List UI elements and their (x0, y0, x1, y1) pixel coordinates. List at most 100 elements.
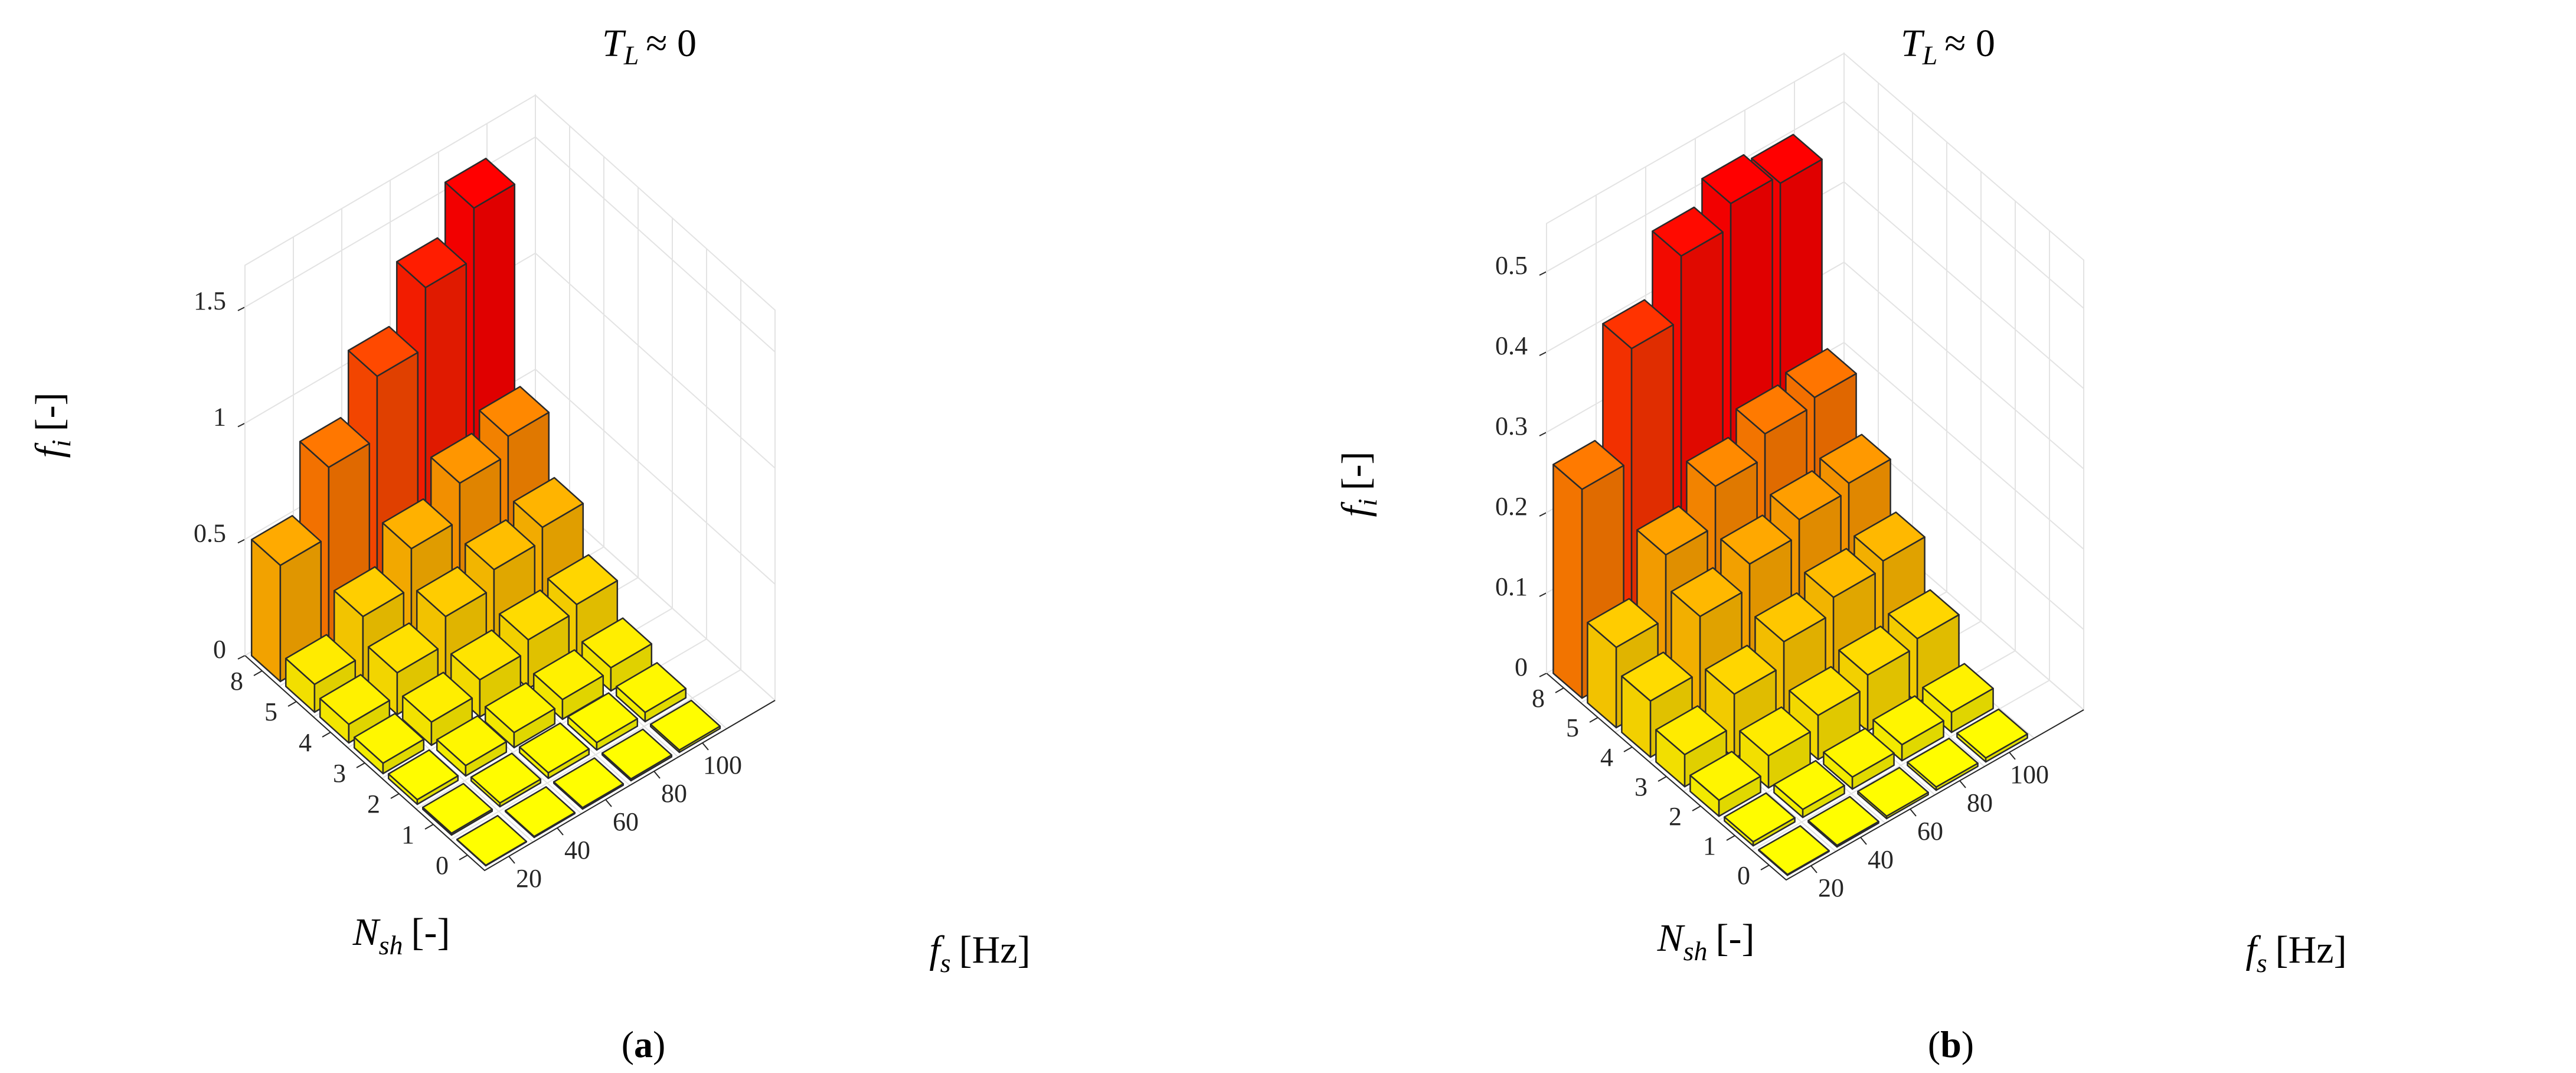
nsh-tick-label: 0 (1737, 861, 1750, 890)
bar-1-60 (518, 722, 590, 780)
z-tick-mark (1539, 673, 1547, 677)
nsh-tick-label: 4 (1600, 743, 1613, 772)
bar-1-100 (1922, 663, 1994, 733)
bar-top (401, 671, 473, 723)
nsh-tick-mark (459, 855, 468, 860)
nsh-tick-label: 2 (367, 790, 380, 818)
bar-top (1804, 547, 1876, 598)
grid-line (1546, 100, 2084, 309)
z-tick-label: 0.5 (194, 518, 226, 547)
bar-top (1770, 470, 1842, 521)
fs-tick-label: 100 (703, 751, 742, 780)
bar-top (567, 692, 639, 743)
bar-top (547, 554, 619, 605)
nsh-tick-mark (1555, 687, 1564, 693)
nsh-tick-label: 2 (1669, 802, 1682, 831)
fs-tick-mark (1810, 865, 1817, 873)
bar-top (1754, 592, 1826, 643)
z-tick-mark (237, 306, 246, 311)
z-tick-label: 0 (1515, 653, 1528, 681)
bar-top (470, 752, 542, 804)
bar-top (1705, 644, 1777, 695)
floor-axis (1546, 673, 2084, 881)
floor-axis (244, 655, 776, 872)
bar-top (1701, 154, 1773, 204)
bar-top (1587, 598, 1659, 648)
bar-top (1872, 695, 1944, 746)
fs-tick-label: 100 (2010, 760, 2049, 789)
bar-1-100 (615, 662, 687, 723)
bar-top (1785, 348, 1857, 399)
bar-top (250, 515, 322, 566)
fs-tick-mark (653, 771, 661, 779)
bar-2-80 (532, 649, 604, 720)
nsh-tick-mark (1760, 865, 1770, 870)
nsh-tick-mark (1623, 746, 1633, 752)
bar-top (421, 782, 493, 834)
grid-line (1546, 181, 2084, 389)
nsh-tick-mark (424, 824, 434, 830)
bar-top (484, 682, 556, 733)
nsh-tick-label: 4 (299, 728, 312, 757)
bar-1-80 (567, 692, 639, 751)
bar-top (601, 728, 673, 780)
bar-top (504, 786, 576, 837)
bar-top (456, 814, 528, 866)
z-tick-mark (1539, 592, 1547, 597)
bar-top (1857, 767, 1929, 817)
bar-top (285, 634, 357, 686)
bar-top (333, 566, 405, 618)
nsh-tick-mark (253, 670, 263, 676)
bar-top (1838, 625, 1910, 676)
bar-top (430, 432, 502, 484)
fs-tick-mark (1910, 808, 1917, 817)
fs-tick-label: 60 (613, 807, 639, 836)
fs-tick-mark (1959, 780, 1966, 788)
bar-top (436, 715, 508, 767)
bar-top (1922, 663, 1994, 713)
grid-line (1751, 680, 2050, 851)
bar-top (1819, 433, 1891, 484)
bar-0-60 (553, 757, 625, 810)
nsh-tick-label: 3 (333, 759, 346, 788)
bar-top (464, 519, 536, 570)
z-tick-label: 1 (213, 403, 226, 432)
bar-top (1689, 751, 1761, 801)
nsh-tick-label: 3 (1634, 772, 1647, 801)
fs-tick-label: 80 (661, 779, 687, 808)
z-tick-mark (1539, 512, 1547, 517)
bar-top (1789, 666, 1861, 716)
z-tick-mark (237, 422, 246, 428)
bar-0-100 (1956, 708, 2028, 763)
bar-0-80 (601, 728, 673, 782)
bar-3-40 (401, 671, 473, 746)
bar-0-60 (1857, 767, 1929, 820)
chart-title: TL ≈ 0 (1901, 22, 1995, 70)
bar-5-20 (1587, 598, 1659, 729)
bar-top (319, 674, 391, 725)
nsh-tick-label: 5 (1566, 713, 1579, 742)
bar-top (1652, 206, 1724, 257)
bar-top (518, 722, 590, 774)
bar-top (649, 699, 721, 751)
fs-tick-mark (1860, 837, 1867, 845)
nsh-tick-label: 5 (264, 697, 277, 726)
fs-tick-mark (702, 742, 709, 751)
nsh-tick-mark (1726, 835, 1735, 841)
bar-top (381, 498, 453, 550)
fs-axis-label: fs [Hz] (2245, 928, 2346, 978)
bar-top (1636, 505, 1708, 556)
z-tick-label: 0 (213, 635, 226, 664)
fs-tick-label: 40 (1868, 845, 1894, 874)
fs-tick-mark (508, 856, 515, 864)
chart-title: TL ≈ 0 (602, 22, 697, 70)
z-tick-label: 0.4 (1495, 331, 1528, 360)
bar-2-20 (1689, 751, 1761, 817)
bar-2-60 (1789, 666, 1861, 761)
bar-top (450, 629, 522, 681)
bar-top (1724, 792, 1796, 843)
z-tick-mark (237, 539, 246, 544)
